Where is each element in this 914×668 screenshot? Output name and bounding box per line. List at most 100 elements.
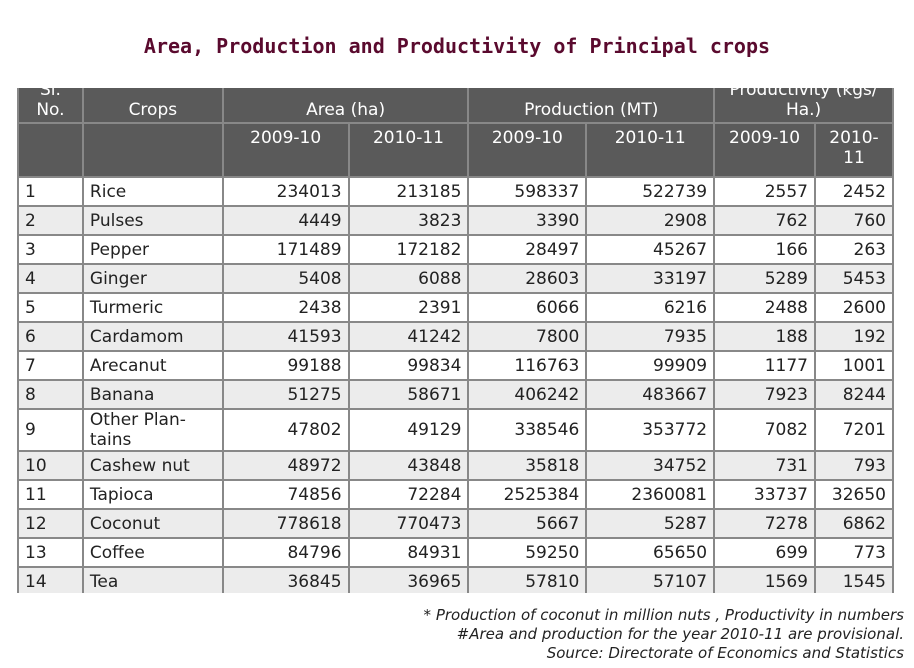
table-cell: Pepper [81, 234, 224, 265]
table-cell: 5 [17, 292, 84, 323]
table-cell: 793 [813, 450, 894, 481]
header-cell [17, 122, 84, 178]
table-cell: 171489 [221, 234, 350, 265]
table-cell: 2391 [347, 292, 470, 323]
table-cell: 6 [17, 321, 84, 352]
table-cell: 1569 [713, 566, 816, 593]
table-cell: 234013 [221, 176, 350, 207]
table-row: 13 Coffee 84796 84931 59250 65650 699 773 [17, 537, 894, 568]
table-cell: 41242 [347, 321, 470, 352]
crop-table: Sl. No. Crops Area (ha) Production (MT) … [17, 88, 894, 593]
table-cell: 7800 [467, 321, 588, 352]
header-cell: Productivity (kgs/ Ha.) [713, 88, 894, 124]
table-row: 9 Other Plan-tains 47802 49129 338546 353772 7… [17, 408, 894, 452]
table-cell: 166 [713, 234, 816, 265]
table-cell: 58671 [347, 379, 470, 410]
table-cell: 33737 [713, 479, 816, 510]
table-cell: 778618 [221, 508, 350, 539]
table-cell: 12 [17, 508, 84, 539]
table-cell: 11 [17, 479, 84, 510]
table-cell: 522739 [585, 176, 716, 207]
table-cell: 3390 [467, 205, 588, 236]
table-cell: 213185 [347, 176, 470, 207]
table-row: 4 Ginger 5408 6088 28603 33197 5289 5453 [17, 263, 894, 294]
subheader-cell: 2009-10 [221, 122, 350, 178]
subheader-cell: 2010-11 [813, 122, 894, 178]
table-cell: 13 [17, 537, 84, 568]
subheader-row: 2009-10 2010-11 2009-10 2010-11 2009-10 2010-… [17, 122, 894, 178]
table-cell: 2452 [813, 176, 894, 207]
table-cell: 9 [17, 408, 84, 452]
table-row: 10 Cashew nut 48972 43848 35818 34752 731 793 [17, 450, 894, 481]
table-cell: 72284 [347, 479, 470, 510]
table-cell: 36845 [221, 566, 350, 593]
table-cell: 2438 [221, 292, 350, 323]
table-cell: 6088 [347, 263, 470, 294]
table-row: 2 Pulses 4449 3823 3390 2908 762 760 [17, 205, 894, 236]
table-frame: Sl. No. Crops Area (ha) Production (MT) … [17, 88, 894, 593]
table-cell: 28497 [467, 234, 588, 265]
table-cell: Coconut [81, 508, 224, 539]
table-cell: Cardamom [81, 321, 224, 352]
table-cell: 99909 [585, 350, 716, 381]
table-row: 3 Pepper 171489 172182 28497 45267 166 263 [17, 234, 894, 265]
header-cell [81, 122, 224, 178]
table-cell: 2600 [813, 292, 894, 323]
table-row: 12 Coconut 778618 770473 5667 5287 7278 6862 [17, 508, 894, 539]
table-cell: 5287 [585, 508, 716, 539]
table-row: 14 Tea 36845 36965 57810 57107 1569 1545 [17, 566, 894, 593]
table-cell: 3 [17, 234, 84, 265]
table-cell: 2908 [585, 205, 716, 236]
table-cell: 36965 [347, 566, 470, 593]
table-row: 1 Rice 234013 213185 598337 522739 2557 2452 [17, 176, 894, 207]
table-cell: 6066 [467, 292, 588, 323]
table-cell: 32650 [813, 479, 894, 510]
table-cell: Tapioca [81, 479, 224, 510]
table-cell: Other Plan-tains [81, 408, 224, 452]
table-cell: Rice [81, 176, 224, 207]
table-cell: 263 [813, 234, 894, 265]
table-cell: 1001 [813, 350, 894, 381]
note-line: Source: Directorate of Economics and Sta… [546, 644, 904, 662]
header-row: Sl. No. Crops Area (ha) Production (MT) … [17, 88, 894, 124]
table-cell: 7923 [713, 379, 816, 410]
table-cell: 35818 [467, 450, 588, 481]
table-cell: 3823 [347, 205, 470, 236]
table-cell: 7 [17, 350, 84, 381]
table-cell: 760 [813, 205, 894, 236]
notes: * Production of coconut in million nuts … [424, 606, 904, 663]
table-cell: 2 [17, 205, 84, 236]
header-cell: Production (MT) [467, 88, 716, 124]
table-cell: Ginger [81, 263, 224, 294]
table-cell: 762 [713, 205, 816, 236]
header-cell: Sl. No. [17, 88, 84, 124]
table-cell: 2525384 [467, 479, 588, 510]
table-cell: 2488 [713, 292, 816, 323]
table-cell: 65650 [585, 537, 716, 568]
table-cell: 45267 [585, 234, 716, 265]
table-cell: 2360081 [585, 479, 716, 510]
table-cell: 57810 [467, 566, 588, 593]
table-cell: 731 [713, 450, 816, 481]
table-cell: Coffee [81, 537, 224, 568]
table-cell: 74856 [221, 479, 350, 510]
table-cell: 7278 [713, 508, 816, 539]
table-cell: 116763 [467, 350, 588, 381]
table-cell: 6862 [813, 508, 894, 539]
table-cell: 33197 [585, 263, 716, 294]
table-row: 8 Banana 51275 58671 406242 483667 7923 8244 [17, 379, 894, 410]
note-line: * Production of coconut in million nuts … [423, 606, 904, 624]
table-cell: Tea [81, 566, 224, 593]
table-cell: 43848 [347, 450, 470, 481]
subheader-cell: 2009-10 [713, 122, 816, 178]
table-cell: 770473 [347, 508, 470, 539]
table-cell: 8244 [813, 379, 894, 410]
table-cell: 14 [17, 566, 84, 593]
table-cell: 41593 [221, 321, 350, 352]
table-cell: 59250 [467, 537, 588, 568]
table-cell: 99188 [221, 350, 350, 381]
table-cell: 84796 [221, 537, 350, 568]
header-cell: Area (ha) [221, 88, 470, 124]
table-cell: 28603 [467, 263, 588, 294]
